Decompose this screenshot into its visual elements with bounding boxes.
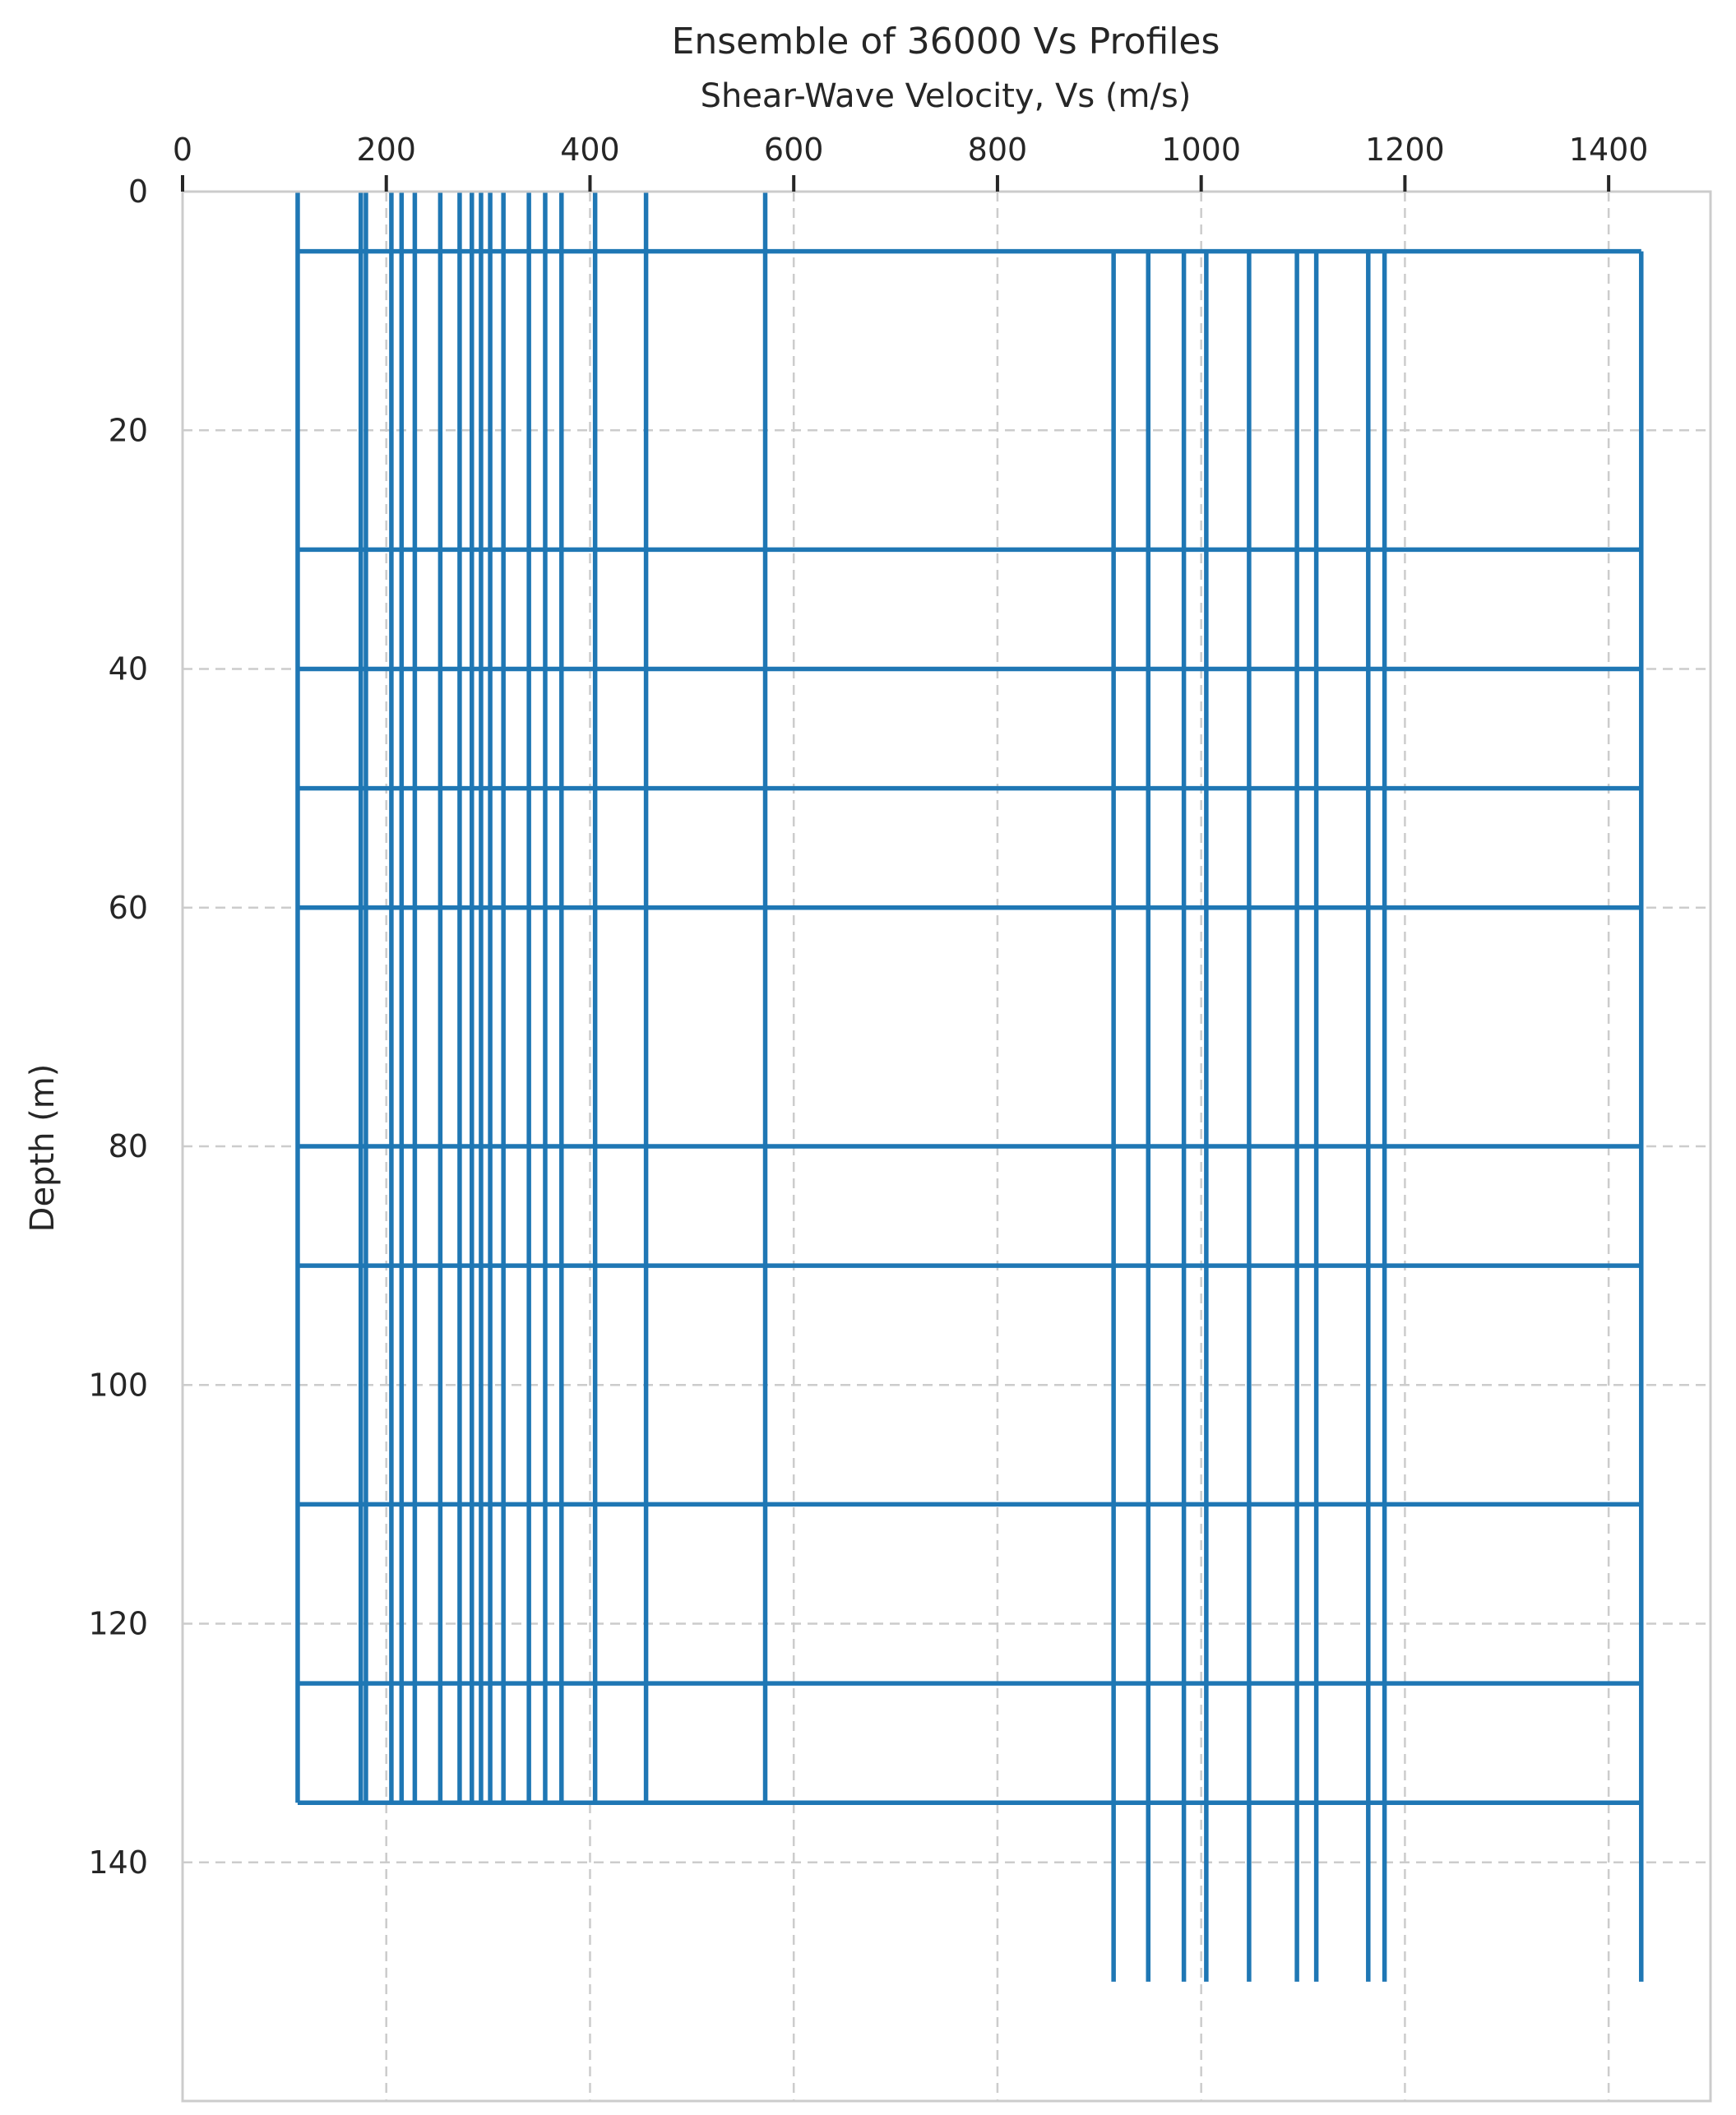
y-axis-label: Depth (m) (24, 1064, 62, 1233)
y-axis-ticks: 0 20 40 60 80 100 120 140 (88, 174, 148, 1881)
x-tick-label: 0 (173, 132, 192, 168)
y-tick-label: 100 (88, 1367, 148, 1403)
y-tick-label: 20 (109, 412, 148, 448)
y-tick-label: 60 (109, 890, 148, 926)
profile-lines (295, 192, 1644, 1982)
x-tick-label: 800 (968, 132, 1028, 168)
x-axis-label: Shear-Wave Velocity, Vs (m/s) (701, 77, 1192, 115)
chart-title: Ensemble of 36000 Vs Profiles (672, 21, 1220, 62)
x-tick-label: 200 (356, 132, 416, 168)
x-axis-ticks: 0 200 400 600 800 1000 1200 1400 (173, 132, 1649, 192)
x-tick-label: 1200 (1365, 132, 1445, 168)
plot-border (181, 190, 1712, 2103)
y-tick-label: 140 (88, 1844, 148, 1881)
plot-frame (181, 190, 1712, 2103)
x-tick-label: 1000 (1161, 132, 1241, 168)
x-tick-label: 600 (764, 132, 824, 168)
x-tick-label: 1400 (1569, 132, 1649, 168)
y-tick-label: 40 (109, 651, 148, 687)
y-tick-label: 80 (109, 1128, 148, 1164)
x-tick-label: 400 (560, 132, 620, 168)
y-tick-label: 0 (128, 174, 148, 210)
y-tick-label: 120 (88, 1606, 148, 1642)
